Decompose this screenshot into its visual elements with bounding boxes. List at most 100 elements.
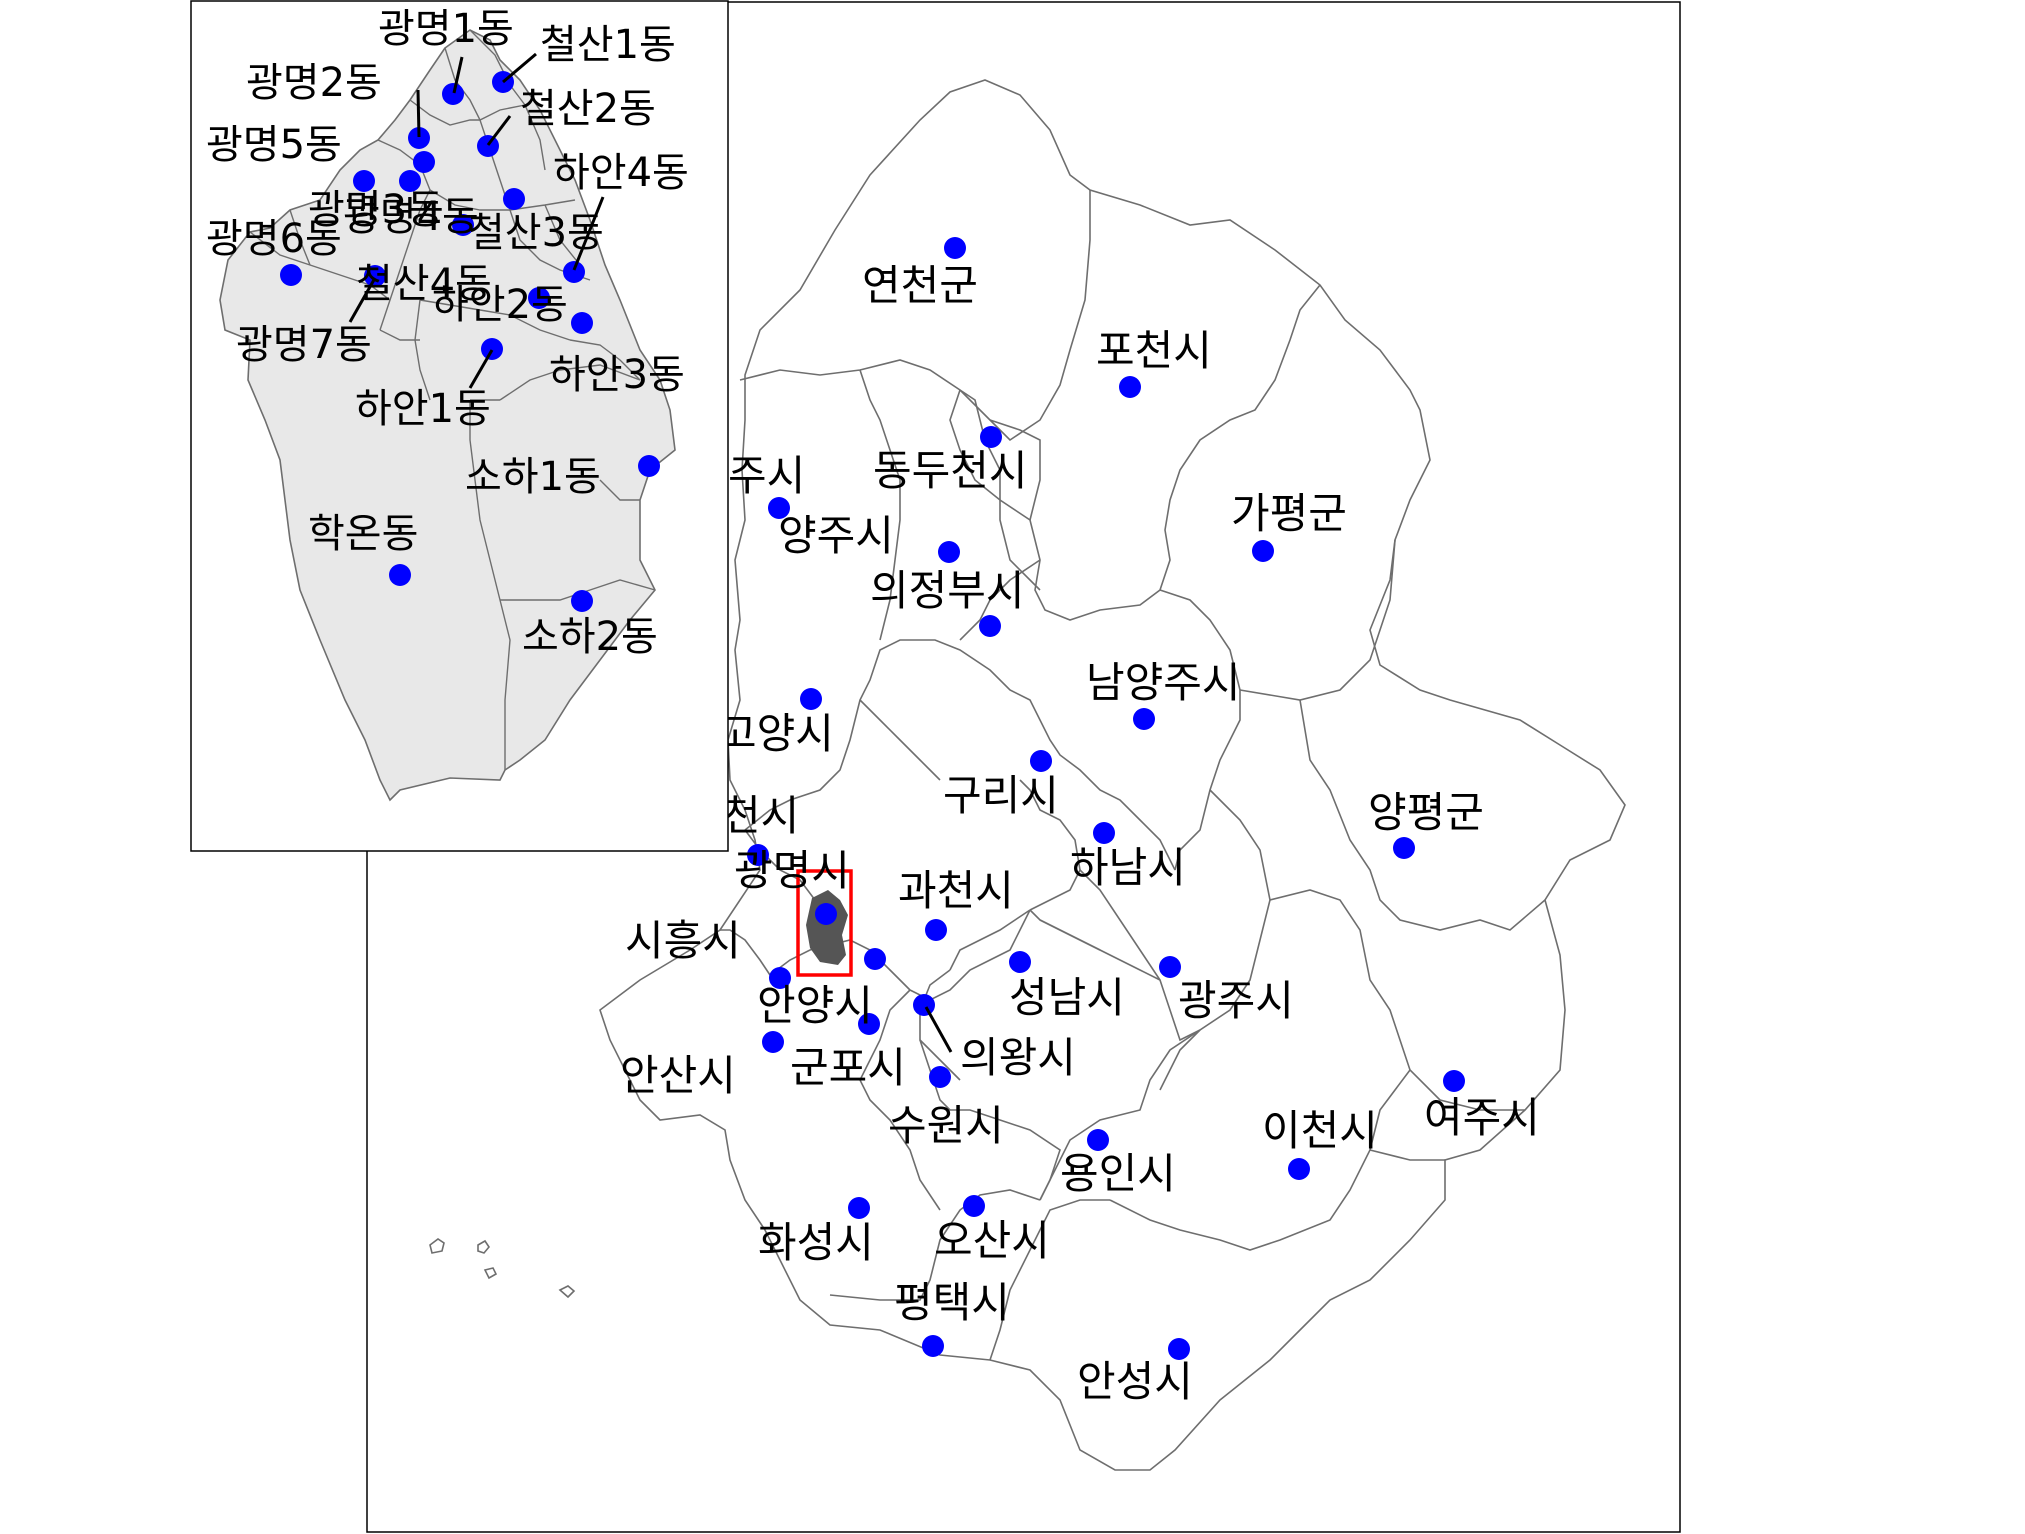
label-gm1: 광명1동 — [378, 6, 514, 52]
label-gwangmyeong: 광명시 — [734, 846, 850, 895]
point-ha4 — [503, 188, 525, 210]
point-uiwang — [913, 994, 935, 1016]
label-osan: 오산시 — [934, 1216, 1050, 1265]
point-pocheon — [1119, 376, 1141, 398]
point-cs3 — [563, 261, 585, 283]
label-gm6: 광명6동 — [206, 216, 342, 262]
inset-map: 광명1동 철산1동 광명2동 철산2동 광명5동 하안4동 광명3동 광명4동 … — [190, 0, 729, 852]
point-anyang — [858, 1013, 880, 1035]
point-paju — [768, 497, 790, 519]
label-hanam: 하남시 — [1070, 843, 1186, 892]
island-2 — [477, 1239, 490, 1254]
point-gm4 — [452, 214, 474, 236]
point-yeoncheon — [944, 237, 966, 259]
gyeonggi-boundaries — [429, 79, 1626, 1471]
point-seongnam — [1009, 951, 1031, 973]
point-gm3a — [413, 151, 435, 173]
point-hakon — [389, 564, 411, 586]
point-anseong — [1168, 1338, 1190, 1360]
point-gm1 — [442, 83, 464, 105]
point-so1 — [638, 455, 660, 477]
point-gunpo — [929, 1066, 951, 1088]
label-ansan: 안산시 — [620, 1051, 736, 1100]
point-so2 — [571, 590, 593, 612]
point-yangpyeong — [1393, 837, 1415, 859]
island-1 — [429, 1238, 445, 1254]
label-gm7: 광명7동 — [236, 322, 372, 368]
label-gapyeong: 가평군 — [1231, 489, 1347, 538]
label-yongin: 용인시 — [1060, 1149, 1176, 1198]
point-namyangju — [1133, 708, 1155, 730]
label-anseong: 안성시 — [1077, 1357, 1193, 1406]
label-cs3: 철산3동 — [468, 210, 604, 256]
point-gwangmyeong — [815, 903, 837, 925]
label-bucheon: 천시 — [722, 791, 799, 840]
label-goyang: 고양시 — [718, 709, 834, 758]
point-gm3 — [399, 170, 421, 192]
point-gwacheon — [925, 919, 947, 941]
main-labels: 연천군 포천시 동두천시 주시 양주시 의정부시 가평군 남양주시 고양시 구리… — [620, 261, 1540, 1406]
label-uiwang: 의왕시 — [960, 1033, 1076, 1082]
island-3 — [483, 1267, 498, 1280]
label-gunpo: 군포시 — [790, 1043, 906, 1092]
point-gapyeong — [1252, 540, 1274, 562]
point-gwangju — [1159, 956, 1181, 978]
point-ha2 — [528, 287, 550, 309]
point-gm6 — [280, 264, 302, 286]
label-so1: 소하1동 — [465, 454, 601, 500]
point-yangju — [938, 541, 960, 563]
label-yangju: 양주시 — [778, 511, 894, 560]
label-yeoncheon: 연천군 — [862, 261, 978, 310]
label-icheon: 이천시 — [1262, 1106, 1378, 1155]
label-gwacheon: 과천시 — [898, 866, 1014, 915]
label-ha4: 하안4동 — [553, 150, 689, 196]
label-cs4: 철산4동 — [356, 261, 492, 307]
label-paju: 주시 — [728, 451, 805, 500]
point-siheung — [769, 967, 791, 989]
label-hakon: 학온동 — [308, 511, 418, 557]
main-points — [747, 237, 1465, 1360]
point-ansan — [762, 1031, 784, 1053]
label-yangpyeong: 양평군 — [1368, 788, 1484, 837]
label-ha1: 하안1동 — [355, 386, 491, 432]
point-guri — [1030, 750, 1052, 772]
label-pocheon: 포천시 — [1096, 326, 1212, 375]
label-gwangju: 광주시 — [1178, 976, 1294, 1025]
inset-labels: 광명1동 철산1동 광명2동 철산2동 광명5동 하안4동 광명3동 광명4동 … — [206, 6, 689, 660]
label-gm4: 광명4동 — [343, 194, 479, 240]
point-gm2 — [408, 127, 430, 149]
label-gm3: 광명3동 — [308, 187, 444, 233]
point-dongducheon — [980, 426, 1002, 448]
island-4 — [558, 1285, 576, 1299]
point-cs4 — [364, 265, 386, 287]
label-so2: 소하2동 — [522, 614, 658, 660]
point-cs2 — [477, 135, 499, 157]
label-ha3: 하안3동 — [549, 352, 685, 398]
label-anyang: 안양시 — [757, 981, 873, 1030]
point-osan — [963, 1195, 985, 1217]
label-cs2: 철산2동 — [520, 86, 656, 132]
point-goyang — [800, 688, 822, 710]
label-guri: 구리시 — [943, 771, 1059, 820]
inset-points — [280, 71, 660, 612]
point-yongin — [1087, 1129, 1109, 1151]
leader-uiwang — [924, 1006, 953, 1053]
point-hwaseong — [848, 1197, 870, 1219]
point-uijeongbu — [979, 615, 1001, 637]
label-namyangju: 남양주시 — [1086, 658, 1241, 707]
point-ha3 — [571, 312, 593, 334]
point-gm5 — [353, 170, 375, 192]
point-bucheon — [747, 844, 769, 866]
inset-leaders — [348, 52, 605, 389]
label-uijeongbu: 의정부시 — [870, 566, 1025, 615]
label-pyeongtaek: 평택시 — [894, 1278, 1010, 1327]
label-siheung: 시흥시 — [625, 916, 741, 965]
label-seongnam: 성남시 — [1009, 973, 1125, 1022]
label-suwon: 수원시 — [888, 1101, 1004, 1150]
label-cs1: 철산1동 — [540, 22, 676, 68]
label-dongducheon: 동두천시 — [873, 446, 1028, 495]
label-yeoju: 여주시 — [1424, 1093, 1540, 1142]
point-hanam — [1093, 822, 1115, 844]
label-gm2: 광명2동 — [246, 60, 382, 106]
